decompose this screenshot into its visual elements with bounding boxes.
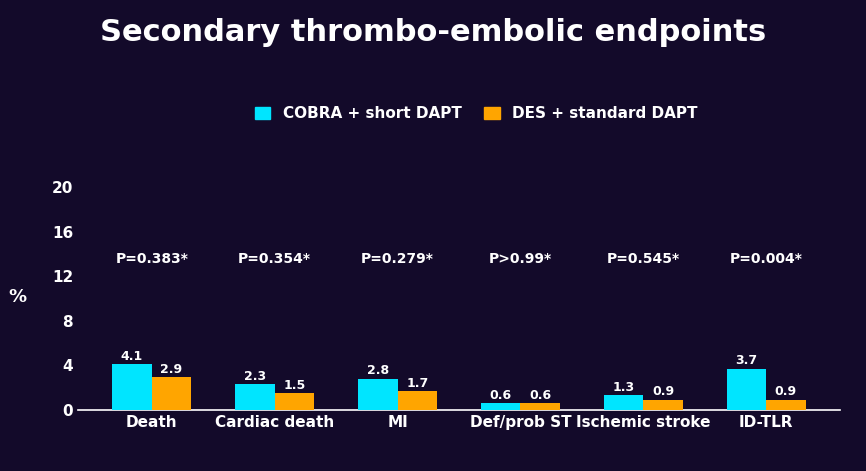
Text: P=0.354*: P=0.354* — [238, 252, 311, 267]
Text: Secondary thrombo-embolic endpoints: Secondary thrombo-embolic endpoints — [100, 18, 766, 48]
Text: 2.8: 2.8 — [367, 364, 389, 377]
Text: 0.6: 0.6 — [489, 389, 512, 402]
Text: 2.9: 2.9 — [160, 363, 183, 376]
Bar — [727, 369, 766, 410]
Bar — [520, 403, 559, 410]
Bar — [152, 377, 191, 410]
Bar — [275, 393, 314, 410]
Text: P=0.279*: P=0.279* — [361, 252, 434, 267]
Text: 2.3: 2.3 — [244, 370, 266, 383]
Text: %: % — [9, 288, 26, 306]
Text: 1.3: 1.3 — [612, 381, 635, 394]
Text: 4.1: 4.1 — [121, 350, 143, 363]
Text: P>0.99*: P>0.99* — [489, 252, 552, 267]
Bar — [766, 400, 805, 410]
Bar — [643, 400, 682, 410]
Legend: COBRA + short DAPT, DES + standard DAPT: COBRA + short DAPT, DES + standard DAPT — [250, 102, 702, 126]
Text: P=0.004*: P=0.004* — [730, 252, 803, 267]
Bar — [359, 379, 397, 410]
Bar — [397, 391, 436, 410]
Bar — [481, 403, 520, 410]
Text: 1.7: 1.7 — [406, 376, 429, 390]
Text: 1.5: 1.5 — [283, 379, 306, 392]
Text: P=0.545*: P=0.545* — [607, 252, 680, 267]
Bar — [604, 395, 643, 410]
Bar — [236, 384, 275, 410]
Text: 0.9: 0.9 — [652, 385, 674, 398]
Text: 3.7: 3.7 — [735, 354, 758, 367]
Text: P=0.383*: P=0.383* — [115, 252, 188, 267]
Text: 0.9: 0.9 — [775, 385, 797, 398]
Bar — [113, 364, 152, 410]
Text: 0.6: 0.6 — [529, 389, 551, 402]
